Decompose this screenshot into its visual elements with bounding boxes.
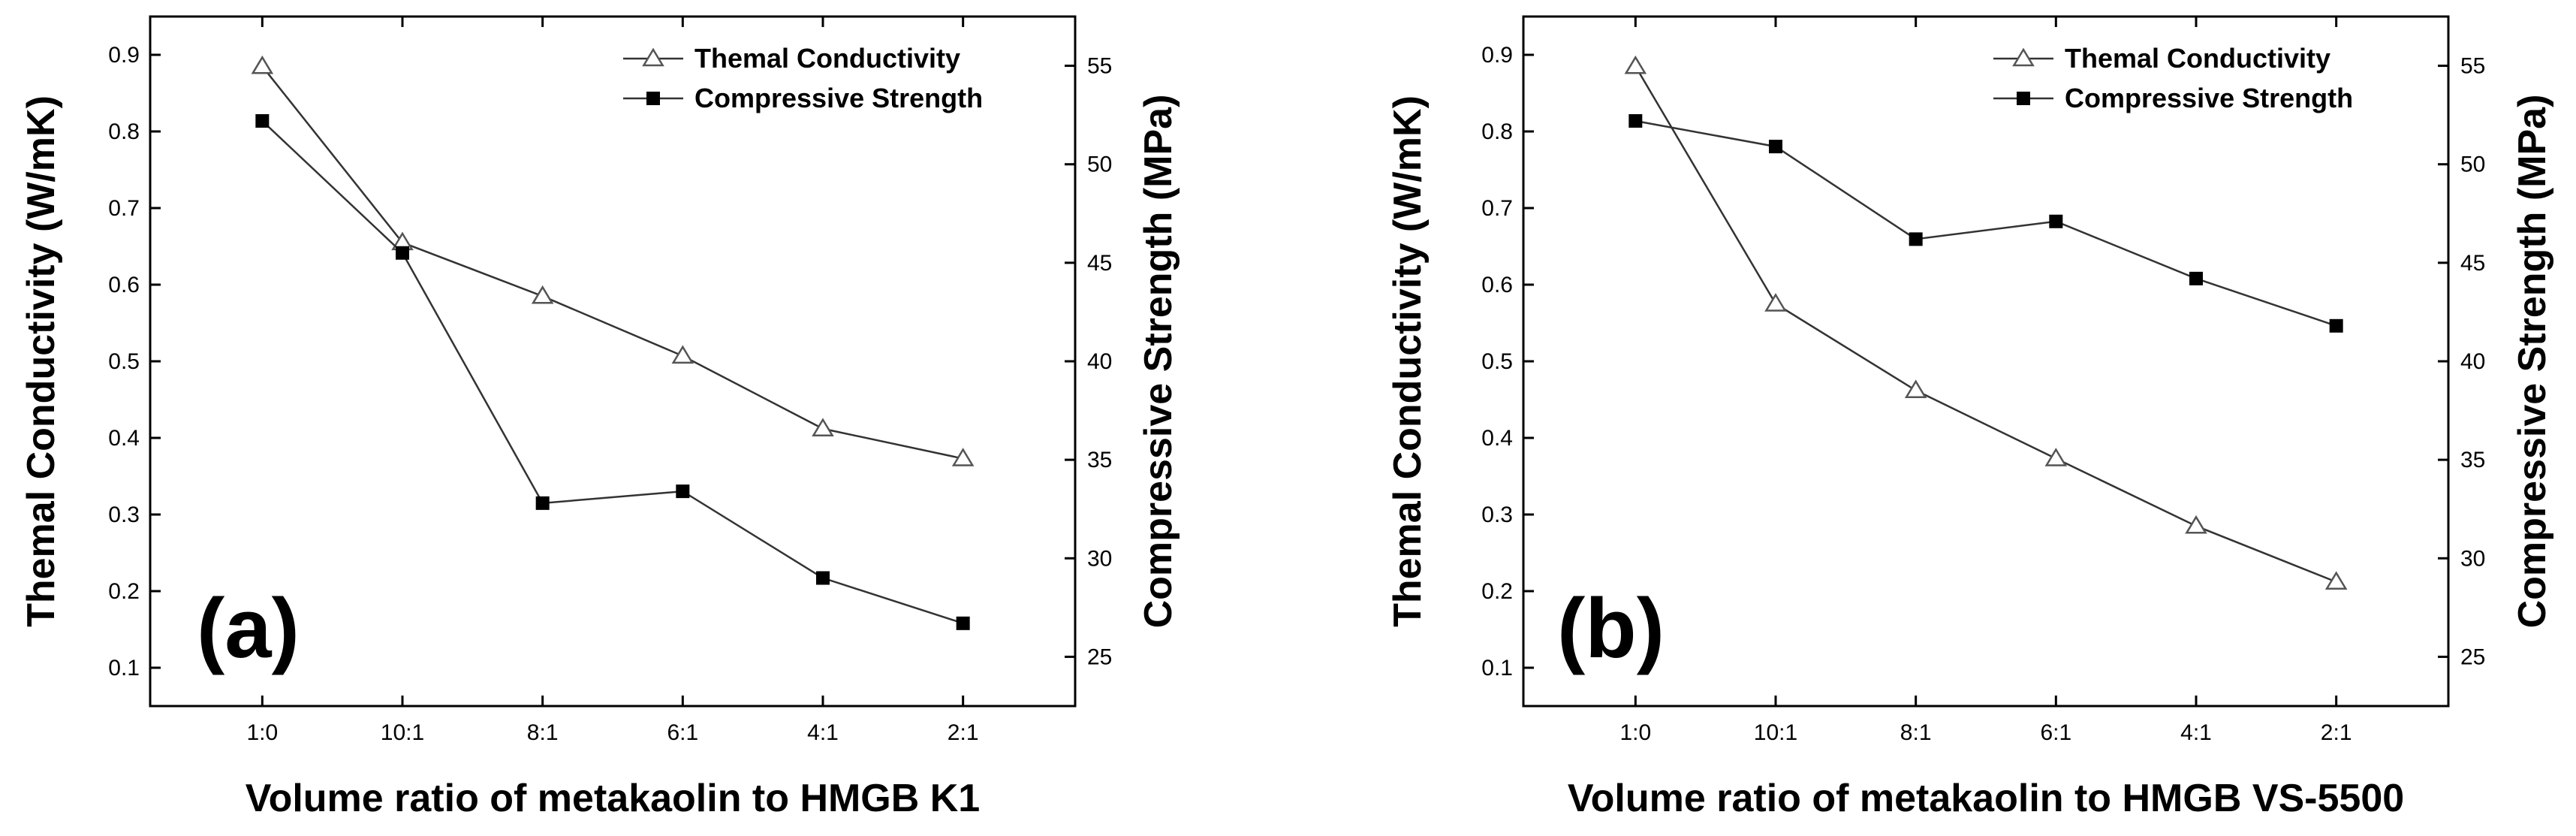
y2-tick-label: 30 bbox=[1087, 546, 1112, 571]
x-tick-label: 6:1 bbox=[2040, 720, 2071, 745]
x-tick-label: 4:1 bbox=[807, 720, 839, 745]
y-tick-label: 0.1 bbox=[108, 656, 140, 681]
y2-axis-title: Compressive Strength (MPa) bbox=[1137, 95, 1180, 629]
y-tick-label: 0.3 bbox=[1481, 503, 1513, 527]
legend-entry: Themal Conductivity bbox=[1993, 43, 2330, 74]
x-axis-title: Volume ratio of metakaolin to HMGB K1 bbox=[246, 777, 980, 820]
legend-marker-square bbox=[646, 92, 660, 105]
legend-entry: Compressive Strength bbox=[1993, 83, 2353, 113]
y2-tick-label: 40 bbox=[1087, 349, 1112, 374]
y2-axis-title: Compressive Strength (MPa) bbox=[2511, 95, 2554, 629]
x-tick-label: 1:0 bbox=[246, 720, 278, 745]
data-point-thermal-conductivity bbox=[812, 418, 834, 437]
data-point-thermal-conductivity bbox=[1624, 55, 1647, 74]
data-point-thermal-conductivity bbox=[531, 285, 554, 304]
y-tick-label: 0.7 bbox=[108, 196, 140, 221]
series-line-compressive-strength bbox=[261, 120, 964, 625]
x-tick-label: 1:0 bbox=[1619, 720, 1651, 745]
y-tick-label: 0.4 bbox=[1481, 426, 1513, 451]
y-tick-label: 0.6 bbox=[108, 273, 140, 297]
y-tick-label: 0.2 bbox=[1481, 579, 1513, 604]
y2-tick-label: 30 bbox=[2460, 546, 2485, 571]
series-line-thermal-conductivity bbox=[1634, 65, 2337, 583]
x-tick-label: 8:1 bbox=[1900, 720, 1932, 745]
data-point-thermal-conductivity bbox=[671, 345, 694, 364]
data-point-compressive-strength bbox=[2049, 214, 2063, 228]
y-tick-label: 0.9 bbox=[108, 43, 140, 68]
data-point-compressive-strength bbox=[1628, 114, 1643, 128]
y-tick-label: 0.1 bbox=[1481, 656, 1513, 681]
y-tick-label: 0.3 bbox=[108, 503, 140, 527]
series-line-compressive-strength bbox=[1635, 119, 2337, 327]
x-tick-label: 2:1 bbox=[2321, 720, 2352, 745]
panel-label: (a) bbox=[197, 581, 300, 675]
x-axis-title: Volume ratio of metakaolin to HMGB VS-55… bbox=[1568, 777, 2404, 820]
data-point-compressive-strength bbox=[2189, 271, 2203, 285]
legend-label: Themal Conductivity bbox=[694, 43, 960, 74]
data-point-thermal-conductivity bbox=[2185, 515, 2207, 534]
x-tick-label: 6:1 bbox=[667, 720, 698, 745]
y-tick-label: 0.9 bbox=[1481, 43, 1513, 68]
data-point-compressive-strength bbox=[1909, 232, 1923, 246]
y-tick-label: 0.5 bbox=[108, 349, 140, 374]
data-point-compressive-strength bbox=[255, 114, 270, 128]
x-tick-label: 10:1 bbox=[381, 720, 424, 745]
data-point-compressive-strength bbox=[1769, 140, 1782, 154]
x-tick-label: 2:1 bbox=[948, 720, 979, 745]
y2-tick-label: 45 bbox=[2460, 251, 2485, 276]
legend-entry: Themal Conductivity bbox=[623, 43, 960, 74]
data-point-thermal-conductivity bbox=[1764, 293, 1787, 312]
data-point-thermal-conductivity bbox=[951, 448, 975, 466]
y2-tick-label: 50 bbox=[1087, 152, 1112, 177]
panel-label: (b) bbox=[1557, 581, 1665, 675]
chart-panel-b: 1:0 10:1 8:1 6:1 4:1 2:1 0.1 0.2 0.3 0.4 0.5 0.6 0.7… bbox=[1386, 15, 2554, 820]
data-point-thermal-conductivity bbox=[1904, 379, 1927, 399]
y2-tick-label: 55 bbox=[2460, 54, 2485, 79]
data-point-compressive-strength bbox=[676, 484, 690, 499]
legend-label: Compressive Strength bbox=[694, 83, 983, 113]
y2-tick-label: 35 bbox=[1087, 448, 1112, 472]
y2-tick-label: 50 bbox=[2460, 152, 2485, 177]
data-point-compressive-strength bbox=[816, 571, 830, 585]
data-point-compressive-strength bbox=[535, 496, 550, 510]
y-tick-label: 0.5 bbox=[1481, 349, 1513, 374]
y2-tick-label: 35 bbox=[2460, 448, 2485, 472]
data-point-compressive-strength bbox=[396, 246, 409, 260]
y-tick-label: 0.8 bbox=[108, 119, 140, 144]
y2-tick-label: 55 bbox=[1087, 54, 1112, 79]
data-point-compressive-strength bbox=[956, 616, 970, 630]
y2-tick-label: 40 bbox=[2460, 349, 2485, 374]
y-tick-label: 0.4 bbox=[108, 426, 140, 451]
y-tick-label: 0.2 bbox=[108, 579, 140, 604]
x-tick-label: 4:1 bbox=[2180, 720, 2212, 745]
legend-marker-triangle bbox=[2012, 47, 2035, 67]
x-tick-label: 8:1 bbox=[527, 720, 559, 745]
legend-label: Themal Conductivity bbox=[2065, 43, 2330, 74]
y2-tick-label: 25 bbox=[2460, 644, 2485, 669]
y-axis-title: Themal Conductivity (W/mK) bbox=[1386, 95, 1430, 627]
data-point-thermal-conductivity bbox=[251, 55, 274, 74]
data-point-compressive-strength bbox=[2329, 318, 2343, 333]
y-axis-title: Themal Conductivity (W/mK) bbox=[20, 95, 63, 627]
x-tick-label: 10:1 bbox=[1754, 720, 1797, 745]
legend-marker-triangle bbox=[642, 47, 664, 67]
y-tick-label: 0.7 bbox=[1481, 196, 1513, 221]
legend-label: Compressive Strength bbox=[2065, 83, 2353, 113]
chart-panel-a: 1:0 10:1 8:1 6:1 4:1 2:1 0.1 0.2 0.3 0.4 0.5 0.6 0.7… bbox=[20, 15, 1180, 820]
y-tick-label: 0.8 bbox=[1481, 119, 1513, 144]
data-point-thermal-conductivity bbox=[2044, 448, 2068, 466]
y-tick-label: 0.6 bbox=[1481, 273, 1513, 297]
data-point-thermal-conductivity bbox=[2324, 571, 2348, 590]
series-line-thermal-conductivity bbox=[261, 65, 963, 460]
y2-tick-label: 45 bbox=[1087, 251, 1112, 276]
legend-entry: Compressive Strength bbox=[623, 83, 983, 113]
y2-tick-label: 25 bbox=[1087, 644, 1112, 669]
legend-marker-square bbox=[2017, 92, 2030, 105]
